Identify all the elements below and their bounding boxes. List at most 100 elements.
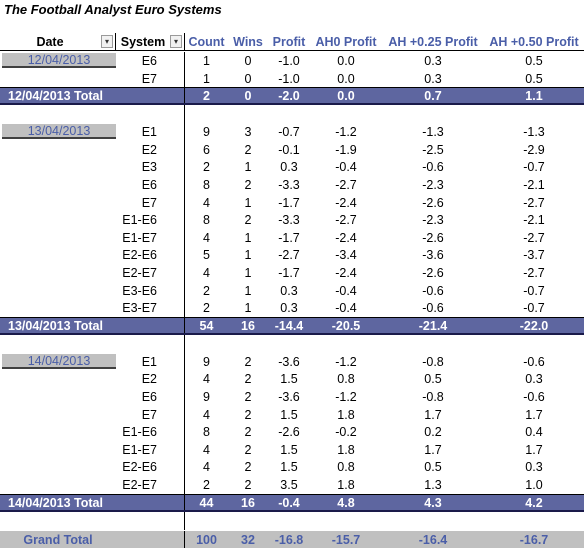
cell-ah25: -2.5 xyxy=(422,142,444,157)
cell-ah0: -2.7 xyxy=(335,178,357,192)
column-divider xyxy=(184,228,185,247)
cell-ah50: 1.7 xyxy=(525,407,543,422)
column-divider xyxy=(184,476,185,494)
cell-profit: -3.6 xyxy=(278,390,300,404)
cell-ah0: -3.4 xyxy=(335,248,357,263)
report-title: The Football Analyst Euro Systems xyxy=(4,2,222,17)
cell-profit: 0.3 xyxy=(280,160,298,175)
cell-ah0: -0.2 xyxy=(335,425,357,440)
cell-count: 5 xyxy=(203,248,210,263)
cell-count: 2 xyxy=(203,283,210,298)
cell-ah50: -3.7 xyxy=(523,248,545,263)
cell-ah25: -0.6 xyxy=(422,301,444,316)
subtotal-label: 14/04/2013 Total xyxy=(8,495,103,510)
column-divider xyxy=(184,299,185,318)
cell-ah50: 0.5 xyxy=(525,54,543,68)
grand-total-label: Grand Total xyxy=(23,532,93,547)
spacer-row xyxy=(0,334,584,353)
cell-wins: 2 xyxy=(244,390,252,404)
header-ah25: AH +0.25 Profit xyxy=(388,35,478,49)
column-divider xyxy=(184,511,185,530)
cell-wins: 1 xyxy=(244,160,252,175)
grand-total-profit: -16.8 xyxy=(274,532,304,547)
cell-ah0: 0.0 xyxy=(337,71,355,86)
column-divider xyxy=(184,193,185,212)
cell-system: E2-E7 xyxy=(122,478,157,492)
cell-ah50: 0.4 xyxy=(525,425,543,440)
subtotal-ah0: 0.0 xyxy=(337,89,355,104)
cell-profit: 1.5 xyxy=(280,407,298,422)
cell-ah0: 0.8 xyxy=(337,460,355,475)
date-label: 13/04/2013 xyxy=(2,124,116,140)
column-divider xyxy=(184,88,185,104)
dropdown-icon[interactable]: ▾ xyxy=(170,35,182,48)
column-divider xyxy=(184,176,185,194)
cell-wins: 1 xyxy=(244,301,252,316)
data-row: E2 6 2 -0.1 -1.9 -2.5 -2.9 xyxy=(0,140,584,159)
cell-ah50: -0.6 xyxy=(523,354,545,369)
data-row: E1-E6 8 2 -2.6 -0.2 0.2 0.4 xyxy=(0,423,584,442)
data-row: E7 4 1 -1.7 -2.4 -2.6 -2.7 xyxy=(0,193,584,212)
cell-profit: -1.7 xyxy=(278,230,300,245)
pivot-table: Date ▾ System ▾ Count Wins Profit AH0 Profit AH … xyxy=(0,33,584,549)
filter-dropdown-icon[interactable]: ▾ xyxy=(101,35,113,48)
data-row: 12/04/2013 E6 1 0 -1.0 0.0 0.3 0.5 xyxy=(0,52,584,70)
data-row: E3-E7 2 1 0.3 -0.4 -0.6 -0.7 xyxy=(0,299,584,318)
cell-system: E7 xyxy=(141,407,157,422)
cell-wins: 2 xyxy=(244,178,252,192)
data-row: E3 2 1 0.3 -0.4 -0.6 -0.7 xyxy=(0,158,584,177)
column-divider xyxy=(184,440,185,459)
cell-ah0: -2.4 xyxy=(335,195,357,210)
cell-system: E2-E7 xyxy=(122,266,157,280)
cell-wins: 1 xyxy=(244,230,252,245)
column-divider xyxy=(184,264,185,282)
cell-profit: 1.5 xyxy=(280,372,298,387)
column-divider xyxy=(184,405,185,424)
date-label: 12/04/2013 xyxy=(2,53,116,68)
header-date: Date xyxy=(36,35,64,49)
cell-wins: 2 xyxy=(244,142,252,157)
cell-ah0: 0.0 xyxy=(337,54,355,68)
cell-ah0: -0.4 xyxy=(335,160,357,175)
cell-ah25: 0.2 xyxy=(424,425,442,440)
cell-system: E1 xyxy=(141,354,157,369)
column-divider xyxy=(184,158,185,177)
spacer-row xyxy=(0,105,584,124)
cell-count: 1 xyxy=(203,54,210,68)
cell-ah50: -2.1 xyxy=(523,213,545,228)
subtotal-ah0: -20.5 xyxy=(331,318,361,333)
cell-ah0: -2.4 xyxy=(335,266,357,280)
subtotal-profit: -0.4 xyxy=(278,495,300,510)
data-row: 13/04/2013 E1 9 3 -0.7 -1.2 -1.3 -1.3 xyxy=(0,123,584,142)
data-row: E3-E6 2 1 0.3 -0.4 -0.6 -0.7 xyxy=(0,281,584,300)
cell-ah50: -0.7 xyxy=(523,160,545,175)
cell-ah25: 1.7 xyxy=(424,442,442,457)
cell-ah25: 0.5 xyxy=(424,372,442,387)
column-divider xyxy=(184,52,185,70)
cell-ah0: -1.2 xyxy=(335,125,357,140)
cell-profit: -1.7 xyxy=(278,195,300,210)
cell-system: E1-E6 xyxy=(122,213,157,228)
subtotal-wins: 16 xyxy=(241,318,255,333)
header-count: Count xyxy=(188,35,225,49)
cell-count: 9 xyxy=(203,354,210,369)
data-row: E2-E6 5 1 -2.7 -3.4 -3.6 -3.7 xyxy=(0,246,584,265)
cell-profit: -0.7 xyxy=(278,125,300,140)
subtotal-row: 12/04/2013 Total 2 0 -2.0 0.0 0.7 1.1 xyxy=(0,87,584,106)
cell-wins: 0 xyxy=(244,71,252,86)
cell-system: E2-E6 xyxy=(122,248,157,263)
cell-count: 1 xyxy=(203,71,210,86)
data-row: E6 9 2 -3.6 -1.2 -0.8 -0.6 xyxy=(0,388,584,406)
date-label: 14/04/2013 xyxy=(2,353,116,369)
cell-count: 9 xyxy=(203,125,210,140)
cell-ah25: -1.3 xyxy=(422,125,444,140)
cell-ah0: 0.8 xyxy=(337,372,355,387)
cell-wins: 1 xyxy=(244,248,252,263)
grand-total-ah50: -16.7 xyxy=(519,532,549,547)
cell-ah0: -1.9 xyxy=(335,142,357,157)
column-divider xyxy=(184,494,185,510)
header-profit: Profit xyxy=(272,35,306,49)
column-divider xyxy=(184,281,185,300)
data-row: E1-E7 4 2 1.5 1.8 1.7 1.7 xyxy=(0,440,584,459)
cell-count: 2 xyxy=(203,301,210,316)
